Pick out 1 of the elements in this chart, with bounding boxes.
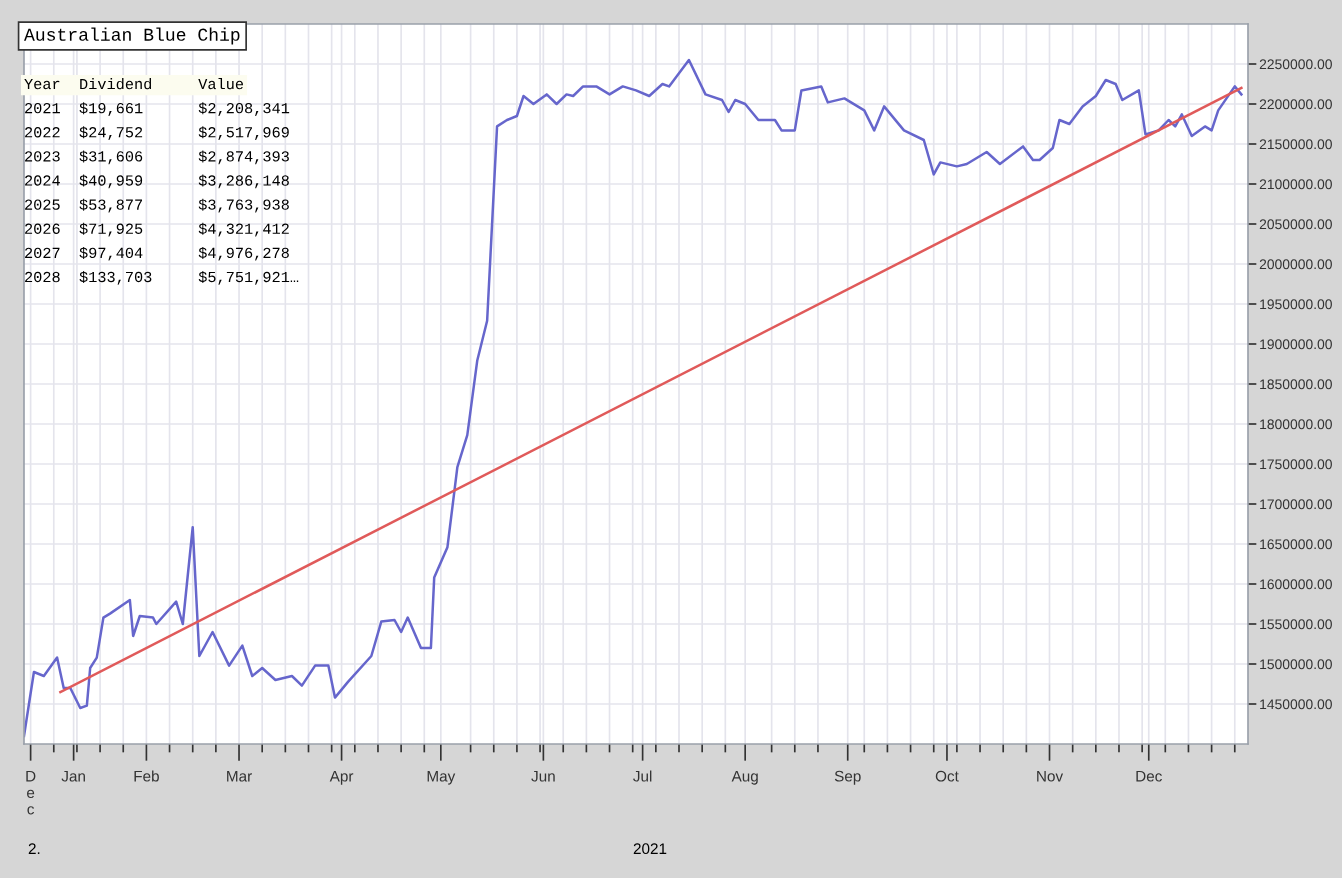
chart-title: Australian Blue Chip [24, 27, 240, 45]
